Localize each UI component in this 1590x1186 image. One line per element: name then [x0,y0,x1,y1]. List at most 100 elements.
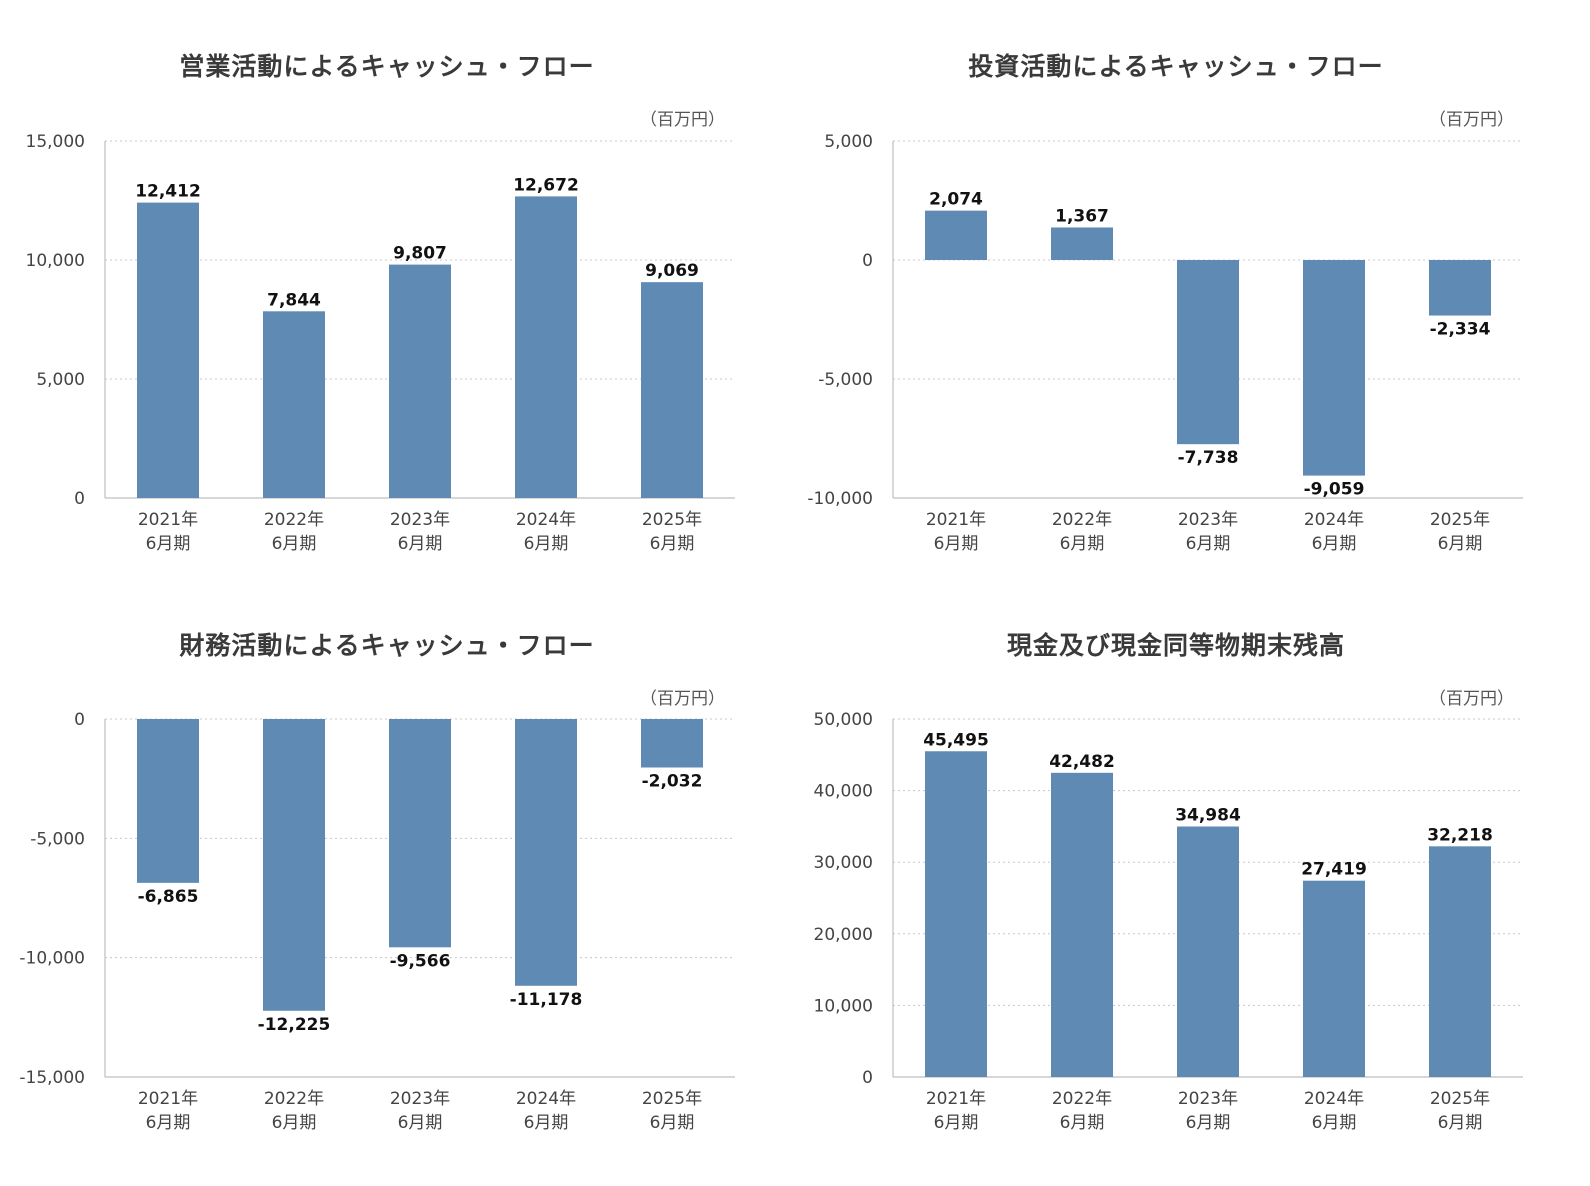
y-tick-label: 0 [74,710,85,730]
chart-title: 投資活動によるキャッシュ・フロー [968,52,1383,81]
bar [137,202,199,498]
x-tick-label: 6月期 [650,534,695,554]
bar [925,210,987,260]
x-tick-label: 2022年 [264,510,324,530]
x-tick-label: 2022年 [264,1089,324,1109]
x-tick-label: 2023年 [1178,1089,1238,1109]
y-tick-label: 0 [862,251,873,271]
x-tick-label: 2021年 [926,510,986,530]
x-tick-label: 2025年 [1430,1089,1490,1109]
data-label: -9,059 [1304,480,1365,500]
unit-label: （百万円） [640,689,725,709]
data-label: 45,495 [923,730,989,750]
bar [389,264,451,498]
y-tick-label: 30,000 [814,853,873,873]
chart-title: 現金及び現金同等物期末残高 [1007,631,1345,660]
data-label: 27,419 [1301,860,1367,880]
bar [641,282,703,498]
x-tick-label: 2021年 [926,1089,986,1109]
data-label: 9,807 [393,244,447,264]
data-label: 34,984 [1175,806,1241,826]
y-tick-label: 0 [74,489,85,509]
y-tick-label: -10,000 [807,489,873,509]
x-tick-label: 2023年 [390,1089,450,1109]
x-tick-label: 6月期 [1312,534,1357,554]
bar [1303,260,1365,476]
data-label: 42,482 [1049,752,1115,772]
bar [515,196,577,498]
x-tick-label: 6月期 [146,534,191,554]
data-label: -11,178 [510,990,583,1010]
x-tick-label: 2022年 [1052,510,1112,530]
unit-label: （百万円） [640,110,725,130]
bar [263,311,325,498]
y-tick-label: 15,000 [26,132,85,152]
chart-panel-2: 投資活動によるキャッシュ・フロー （百万円） -10,000 -5,000 0 5,000… [807,52,1523,554]
y-tick-label: 10,000 [814,996,873,1016]
x-tick-label: 2024年 [1304,1089,1364,1109]
data-label: -12,225 [258,1015,331,1035]
x-tick-label: 6月期 [524,534,569,554]
x-tick-label: 2023年 [1178,510,1238,530]
y-tick-label: 50,000 [814,710,873,730]
data-label: 32,218 [1427,825,1493,845]
bar [1177,826,1239,1077]
x-tick-label: 6月期 [650,1113,695,1133]
x-tick-label: 2025年 [1430,510,1490,530]
data-label: 9,069 [645,261,699,281]
y-tick-label: 5,000 [824,132,873,152]
data-label: 2,074 [929,190,983,210]
bar [389,719,451,948]
data-label: -9,566 [390,951,451,971]
chart-title: 営業活動によるキャッシュ・フロー [179,52,594,81]
chart-panel-1: 営業活動によるキャッシュ・フロー （百万円） 0 5,000 10,000 15,000 1… [26,52,735,554]
x-tick-label: 2025年 [642,1089,702,1109]
x-tick-label: 2024年 [516,1089,576,1109]
x-tick-label: 2023年 [390,510,450,530]
x-tick-label: 6月期 [1438,1113,1483,1133]
x-tick-label: 6月期 [1438,534,1483,554]
data-label: 7,844 [267,290,321,310]
x-tick-label: 2024年 [516,510,576,530]
x-tick-label: 6月期 [1186,1113,1231,1133]
y-tick-label: -5,000 [30,829,85,849]
bar [1051,772,1113,1077]
y-tick-label: 0 [862,1068,873,1088]
x-tick-label: 6月期 [934,534,979,554]
bar [925,751,987,1077]
x-tick-label: 2024年 [1304,510,1364,530]
x-tick-label: 6月期 [272,1113,317,1133]
data-label: -6,865 [138,887,199,907]
x-tick-label: 6月期 [1060,534,1105,554]
bar [137,719,199,883]
x-tick-label: 6月期 [1060,1113,1105,1133]
data-label: 1,367 [1055,206,1109,226]
bar [1303,880,1365,1077]
x-tick-label: 2021年 [138,510,198,530]
x-tick-label: 6月期 [1186,534,1231,554]
y-tick-label: 40,000 [814,782,873,802]
data-label: -2,334 [1430,320,1491,340]
y-tick-label: 5,000 [36,370,85,390]
y-tick-label: -10,000 [19,949,85,969]
chart-title: 財務活動によるキャッシュ・フロー [179,631,594,660]
bar [1429,846,1491,1077]
x-tick-label: 6月期 [146,1113,191,1133]
x-tick-label: 6月期 [524,1113,569,1133]
x-tick-label: 6月期 [272,534,317,554]
data-label: 12,672 [513,175,579,195]
x-tick-label: 2025年 [642,510,702,530]
x-tick-label: 6月期 [398,534,443,554]
bar [515,719,577,986]
data-label: -7,738 [1178,448,1239,468]
x-tick-label: 6月期 [398,1113,443,1133]
x-tick-label: 6月期 [934,1113,979,1133]
chart-panel-3: 財務活動によるキャッシュ・フロー （百万円） -15,000 -10,000 -5,00… [19,631,735,1133]
data-label: 12,412 [135,182,201,202]
unit-label: （百万円） [1429,110,1514,130]
bar [1051,227,1113,260]
x-tick-label: 2022年 [1052,1089,1112,1109]
y-tick-label: -5,000 [818,370,873,390]
